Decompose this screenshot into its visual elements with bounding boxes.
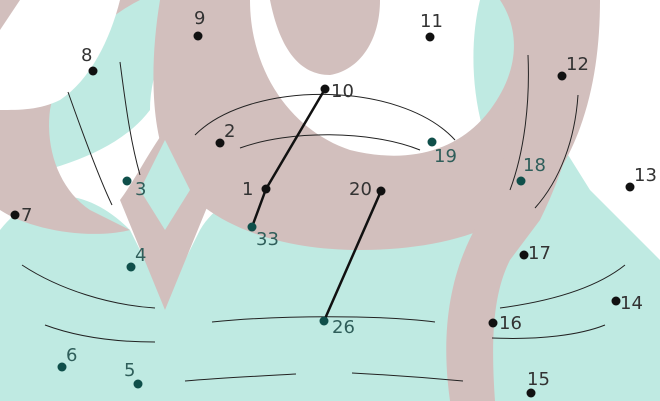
- segment-1-33: [250, 187, 268, 229]
- dot-2[interactable]: 2: [215, 121, 236, 148]
- guide-arc-top-outer: [194, 93, 456, 141]
- dot-marker[interactable]: [10, 210, 20, 220]
- dot-26[interactable]: 26: [319, 316, 355, 339]
- dot-marker[interactable]: [611, 296, 621, 306]
- dot-marker[interactable]: [526, 388, 536, 398]
- rose-right-column: [446, 0, 600, 401]
- dot-number-label: 13: [634, 165, 657, 186]
- dot-11[interactable]: 11: [420, 11, 443, 42]
- rose-inner-eye: [270, 0, 380, 75]
- dot-7[interactable]: 7: [10, 205, 33, 226]
- mint-diamond: [140, 140, 190, 230]
- dot-marker[interactable]: [261, 184, 271, 194]
- drawn-segments: [250, 87, 383, 323]
- dot-number-label: 8: [81, 45, 92, 66]
- dot-marker[interactable]: [57, 362, 67, 372]
- dot-marker[interactable]: [215, 138, 225, 148]
- dot-15[interactable]: 15: [526, 369, 550, 398]
- dot-marker[interactable]: [319, 316, 329, 326]
- dot-number-label: 15: [527, 369, 550, 390]
- dot-9[interactable]: 9: [193, 8, 206, 41]
- dot-number-label: 18: [523, 155, 546, 176]
- dot-number-label: 5: [124, 360, 135, 381]
- dot-marker[interactable]: [122, 176, 132, 186]
- dot-number-label: 1: [242, 179, 253, 200]
- dot-number-label: 19: [434, 146, 457, 167]
- guide-mouth-top: [211, 316, 436, 323]
- dot-33[interactable]: 33: [247, 222, 279, 251]
- dot-20[interactable]: 20: [349, 179, 386, 200]
- dot-number-label: 4: [135, 245, 146, 266]
- dot-number-label: 20: [349, 179, 372, 200]
- dot-number-label: 16: [499, 313, 522, 334]
- dot-8[interactable]: 8: [81, 45, 98, 76]
- dot-number-label: 17: [528, 243, 551, 264]
- dot-13[interactable]: 13: [625, 165, 657, 192]
- dot-marker[interactable]: [133, 379, 143, 389]
- dot-marker[interactable]: [557, 71, 567, 81]
- guide-arc-left-outer: [67, 91, 113, 206]
- segment-10-1: [264, 87, 327, 191]
- guide-arc-right-outer: [534, 94, 579, 209]
- segment-20-26: [322, 189, 383, 323]
- dot-number-label: 33: [256, 229, 279, 250]
- dot-number-label: 12: [566, 54, 589, 75]
- dot-number-label: 9: [194, 8, 205, 29]
- white-eye-left: [0, 0, 120, 110]
- dot-marker[interactable]: [247, 222, 257, 232]
- dot-17[interactable]: 17: [519, 243, 551, 264]
- guide-arc-left-inner: [119, 61, 141, 176]
- guide-arc-right-inner: [509, 54, 529, 191]
- dot-marker[interactable]: [320, 84, 330, 94]
- guide-arc-top-inner: [239, 134, 421, 151]
- guide-whisker-left-2: [44, 324, 156, 343]
- guide-whisker-right-2: [491, 324, 606, 339]
- dot-marker[interactable]: [519, 250, 529, 260]
- dot-number-label: 2: [224, 121, 235, 142]
- dot-number-label: 6: [66, 345, 77, 366]
- dot-5[interactable]: 5: [124, 360, 143, 389]
- dot-number-label: 3: [135, 179, 146, 200]
- dot-marker[interactable]: [488, 318, 498, 328]
- dot-marker[interactable]: [516, 176, 526, 186]
- guide-lines: [21, 54, 626, 382]
- dot-number-label: 11: [420, 11, 443, 32]
- dot-3[interactable]: 3: [122, 176, 147, 201]
- dot-6[interactable]: 6: [57, 345, 78, 372]
- dot-marker[interactable]: [193, 31, 203, 41]
- dot-number-label: 7: [21, 205, 32, 226]
- dot-16[interactable]: 16: [488, 313, 522, 334]
- white-eye-right: [600, 0, 660, 120]
- dot-12[interactable]: 12: [557, 54, 589, 81]
- dot-18[interactable]: 18: [516, 155, 546, 186]
- guide-whisker-left-1: [21, 264, 156, 309]
- guide-whisker-right-1: [499, 264, 626, 309]
- dot-19[interactable]: 19: [427, 137, 457, 168]
- guide-mouth-bottom-left: [184, 373, 297, 382]
- dot-14[interactable]: 14: [611, 293, 643, 314]
- guide-mouth-bottom-right: [351, 372, 464, 382]
- dot-marker[interactable]: [427, 137, 437, 147]
- dot-number-label: 10: [331, 81, 354, 102]
- dot-marker[interactable]: [376, 186, 386, 196]
- dot-4[interactable]: 4: [126, 245, 147, 272]
- dot-number-label: 14: [620, 293, 643, 314]
- dot-marker[interactable]: [88, 66, 98, 76]
- dot-number-label: 26: [332, 317, 355, 338]
- dot-marker[interactable]: [625, 182, 635, 192]
- dot-1[interactable]: 1: [242, 179, 271, 200]
- dot-marker[interactable]: [126, 262, 136, 272]
- dot-marker[interactable]: [425, 32, 435, 42]
- dot-10[interactable]: 10: [320, 81, 354, 102]
